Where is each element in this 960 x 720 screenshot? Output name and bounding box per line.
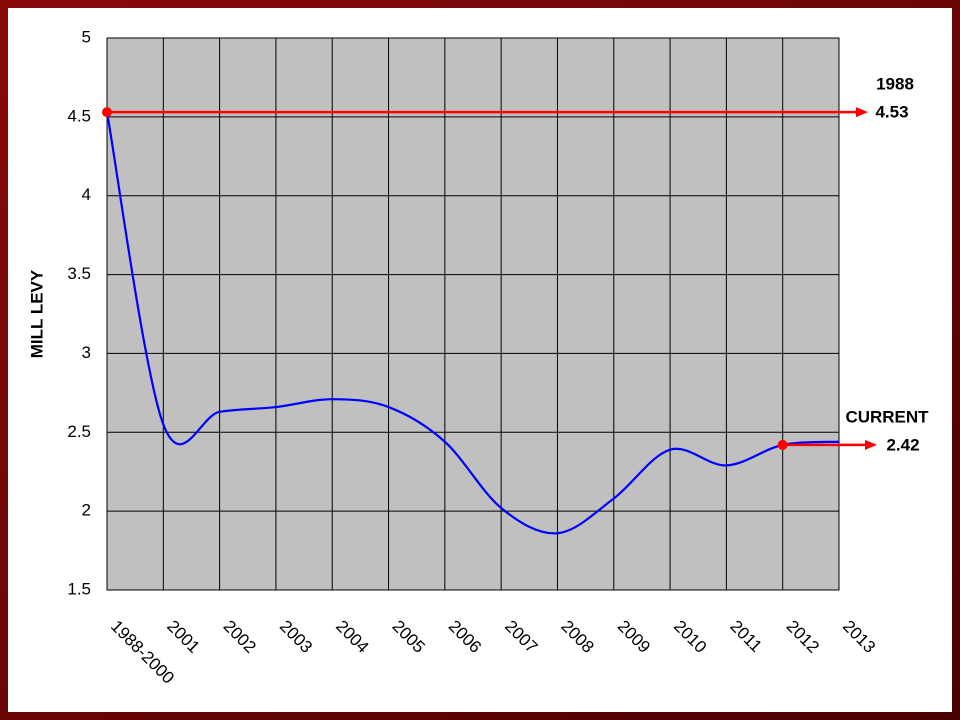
- annotation-value: 2.42: [886, 435, 919, 454]
- plot-area: [106, 37, 840, 591]
- y-tick-label: 3: [82, 343, 91, 362]
- annotation-label: CURRENT: [845, 407, 929, 426]
- annotation-arrowhead: [856, 107, 868, 118]
- annotation-marker: [102, 107, 112, 118]
- y-tick-label: 1.5: [67, 579, 91, 598]
- annotation-arrowhead: [865, 439, 877, 450]
- y-tick-label: 2: [82, 501, 91, 520]
- y-tick-label: 2.5: [67, 422, 91, 441]
- y-axis-label: MILL LEVY: [27, 269, 46, 358]
- y-tick-label: 4.5: [67, 106, 91, 125]
- annotation-label: 1988: [876, 75, 914, 94]
- annotation-value: 4.53: [875, 103, 908, 122]
- y-tick-label: 3.5: [67, 264, 91, 283]
- data-line: [105, 111, 840, 535]
- y-tick-label: 5: [82, 27, 91, 46]
- y-tick-label: 4: [82, 185, 91, 204]
- annotation-marker: [777, 439, 788, 450]
